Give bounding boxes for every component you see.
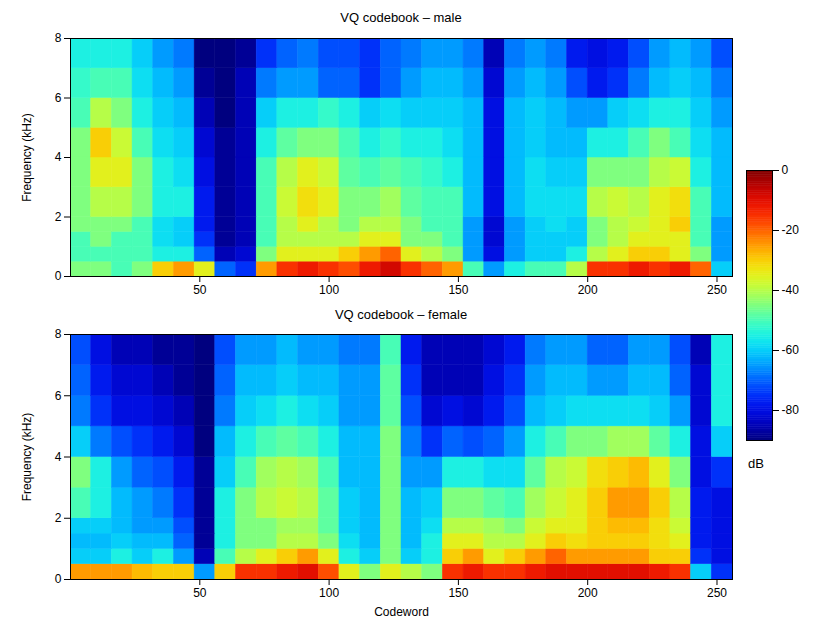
svg-text:4: 4 <box>55 450 62 464</box>
html-text:VQ codebook – male: VQ codebook – male <box>340 10 462 25</box>
svg-text:Frequency (kHz): Frequency (kHz) <box>20 113 34 202</box>
svg-text:Codeword: Codeword <box>374 605 429 619</box>
svg-text:0: 0 <box>782 163 789 177</box>
html-text:dB: dB <box>748 456 764 471</box>
svg-text:6: 6 <box>55 389 62 403</box>
svg-text:4: 4 <box>55 150 62 164</box>
svg-text:50: 50 <box>193 586 207 600</box>
svg-text:150: 150 <box>448 283 468 297</box>
svg-text:8: 8 <box>55 31 62 45</box>
svg-text:0: 0 <box>55 572 62 586</box>
svg-text:250: 250 <box>707 586 727 600</box>
svg-text:100: 100 <box>319 586 339 600</box>
svg-text:0: 0 <box>55 269 62 283</box>
svg-text:-40: -40 <box>782 283 800 297</box>
svg-text:2: 2 <box>55 210 62 224</box>
svg-text:200: 200 <box>578 283 598 297</box>
html-text:VQ codebook – female: VQ codebook – female <box>334 307 468 322</box>
svg-text:150: 150 <box>448 586 468 600</box>
svg-text:8: 8 <box>55 327 62 341</box>
svg-text:Frequency (kHz): Frequency (kHz) <box>20 413 34 502</box>
svg-text:200: 200 <box>578 586 598 600</box>
svg-text:2: 2 <box>55 511 62 525</box>
svg-text:-80: -80 <box>782 403 800 417</box>
svg-text:50: 50 <box>193 283 207 297</box>
svg-text:100: 100 <box>319 283 339 297</box>
svg-text:-60: -60 <box>782 343 800 357</box>
svg-text:-20: -20 <box>782 223 800 237</box>
svg-text:250: 250 <box>707 283 727 297</box>
svg-text:6: 6 <box>55 91 62 105</box>
